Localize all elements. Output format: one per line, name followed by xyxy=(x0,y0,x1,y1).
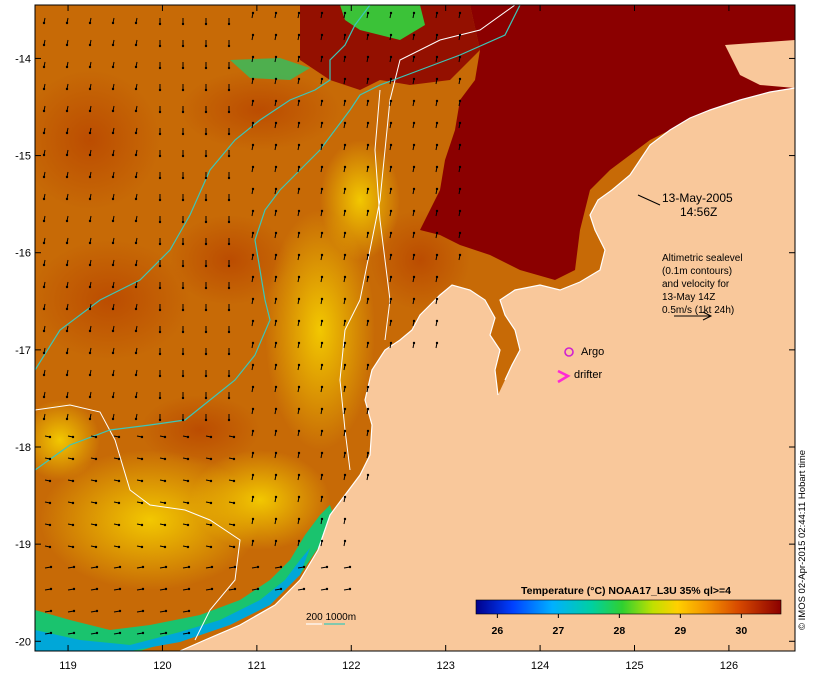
velocity-arrows xyxy=(42,11,462,635)
colorbar-tick-label: 30 xyxy=(736,625,748,637)
drifter-label: drifter xyxy=(574,369,602,381)
argo-marker xyxy=(564,347,574,357)
y-tick-label: -19 xyxy=(15,539,31,551)
altimetry-line: 13-May 14Z xyxy=(662,292,715,303)
land-north-cape xyxy=(725,40,795,88)
colorbar-tick-label: 29 xyxy=(675,625,687,637)
map-frame xyxy=(34,4,796,652)
date-label: 13-May-2005 xyxy=(662,191,733,205)
sst-green-patch xyxy=(230,58,310,80)
colorbar-tick-label: 26 xyxy=(492,625,504,637)
colorbar-tick-label: 28 xyxy=(614,625,626,637)
x-tick-label: 119 xyxy=(59,660,77,672)
colorbar-ticks: 26 27 28 29 30 xyxy=(492,614,748,637)
land-kimberley xyxy=(180,5,795,651)
y-tick-label: -17 xyxy=(15,345,31,357)
colorbar-tick-label: 27 xyxy=(553,625,565,637)
contour-200m xyxy=(35,5,516,641)
x-tick-label: 120 xyxy=(153,660,171,672)
sst-green-north xyxy=(340,5,425,40)
x-tick-label: 124 xyxy=(531,660,549,672)
sst-warm-patches xyxy=(35,70,470,465)
altimetry-note: Altimetric sealevel (0.1m contours) and ve… xyxy=(662,253,743,316)
altimetry-line: Altimetric sealevel xyxy=(662,253,743,264)
velocity-scale-arrow xyxy=(674,311,713,321)
x-tick-label: 123 xyxy=(437,660,455,672)
time-label: 14:56Z xyxy=(680,205,717,219)
x-tick-label: 125 xyxy=(625,660,643,672)
altimetry-line: 0.5m/s (1kt 24h) xyxy=(662,305,734,316)
altimetry-line: (0.1m contours) xyxy=(662,266,732,277)
y-tick-label: -15 xyxy=(15,151,31,163)
date-pointer xyxy=(637,194,661,206)
argo-label: Argo xyxy=(581,346,604,358)
coastline xyxy=(179,87,795,651)
sst-warm-tongue xyxy=(420,5,795,280)
depth-contour-label: 200 1000m xyxy=(306,612,356,623)
y-tick-label: -16 xyxy=(15,248,31,260)
drifter-marker xyxy=(557,369,571,384)
x-axis: 119 120 121 122 123 124 125 126 xyxy=(59,5,738,672)
x-tick-label: 121 xyxy=(248,660,266,672)
contour-1000m xyxy=(35,5,521,471)
altimetry-line: and velocity for xyxy=(662,279,730,290)
x-tick-label: 122 xyxy=(342,660,360,672)
colorbar-title: Temperature (°C) NOAA17_L3U 35% ql>=4 xyxy=(521,585,731,597)
y-tick-label: -20 xyxy=(15,636,31,648)
y-tick-label: -14 xyxy=(15,53,31,65)
colorbar-ramp xyxy=(475,599,782,615)
sst-cool-band xyxy=(35,140,400,590)
credit-text: © IMOS 02-Apr-2015 02:44:11 Hobart time xyxy=(797,449,808,630)
sst-cold-coast xyxy=(35,505,335,651)
sst-cold-coast-edge xyxy=(35,548,310,651)
y-axis: -14 -15 -16 -17 -18 -19 -20 xyxy=(15,53,795,648)
x-tick-label: 126 xyxy=(720,660,738,672)
sst-warm-north xyxy=(300,5,480,90)
y-tick-label: -18 xyxy=(15,442,31,454)
